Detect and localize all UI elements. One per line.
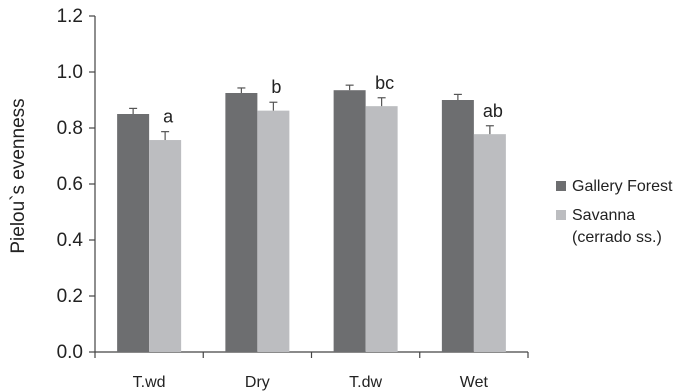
- y-tick-label: 1.0: [57, 62, 83, 83]
- y-tick-label: 1.2: [57, 6, 83, 27]
- bar-savanna: [365, 106, 398, 352]
- x-category-label: Wet: [460, 374, 489, 391]
- significance-label: bc: [375, 73, 394, 93]
- bar-savanna: [257, 110, 290, 352]
- x-category-label: Dry: [245, 374, 270, 391]
- bar-gallery-forest: [225, 93, 258, 352]
- legend-swatch: [556, 210, 566, 220]
- y-tick-label: 0.2: [57, 286, 83, 307]
- y-tick-label: 0.0: [57, 342, 83, 363]
- significance-label: a: [163, 107, 174, 127]
- x-category-label: T.dw: [349, 374, 382, 391]
- bars: [117, 84, 506, 352]
- y-tick-label: 0.4: [57, 230, 84, 251]
- x-axis: T.wd Dry T.dw Wet: [94, 351, 529, 391]
- significance-label: ab: [483, 101, 503, 121]
- bar-savanna: [149, 140, 182, 352]
- legend: Gallery Forest Savanna (cerrado ss.): [556, 178, 673, 246]
- y-axis-label: Pielou`s evenness: [8, 98, 29, 253]
- bar-gallery-forest: [441, 100, 474, 352]
- legend-label: Gallery Forest: [572, 178, 673, 195]
- significance-label: b: [271, 77, 281, 97]
- y-tick-label: 0.6: [57, 174, 83, 195]
- bar-gallery-forest: [117, 114, 150, 352]
- y-axis: 0.0 0.2 0.4 0.6 0.8 1.0 1.2: [57, 6, 96, 363]
- bar-gallery-forest: [333, 90, 366, 352]
- y-tick-label: 0.8: [57, 118, 83, 139]
- legend-swatch: [556, 181, 566, 191]
- bar-savanna: [473, 134, 506, 352]
- legend-label: (cerrado ss.): [572, 229, 662, 246]
- x-category-label: T.wd: [133, 374, 166, 391]
- legend-label: Savanna: [572, 207, 635, 224]
